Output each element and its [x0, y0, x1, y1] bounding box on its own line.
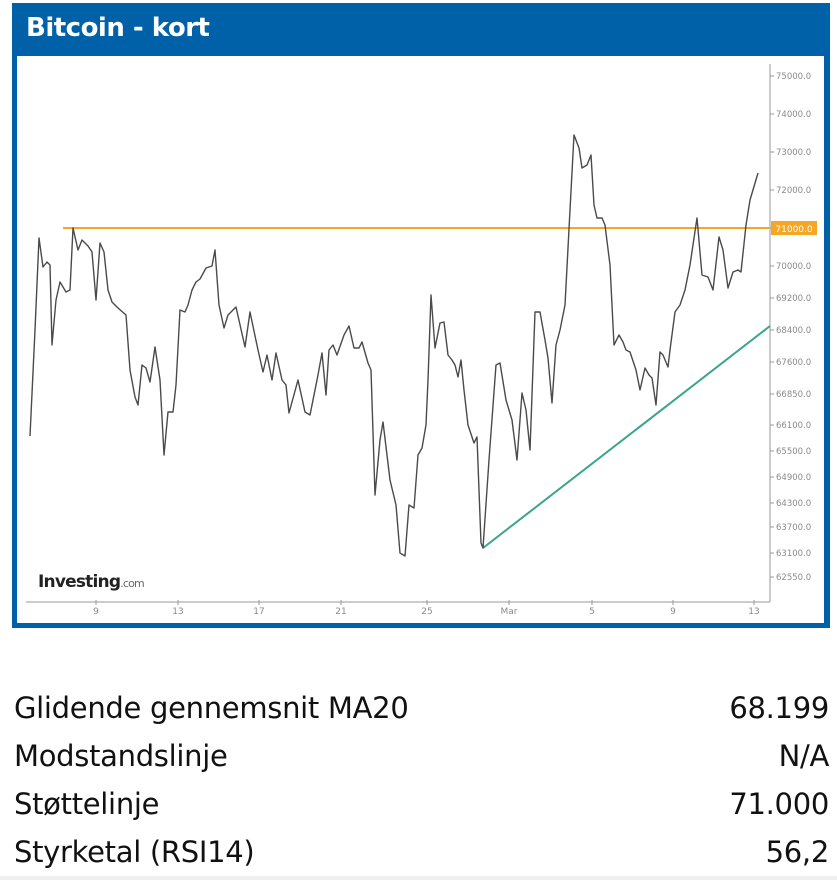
x-tick-label: 21 [335, 607, 346, 617]
y-tick-label: 65500.0 [776, 447, 811, 457]
y-tick-label: 63100.0 [776, 549, 811, 559]
chart-area [17, 56, 824, 623]
x-tick-label: 17 [253, 607, 264, 617]
stat-row-support: Støttelinje 71.000 [14, 780, 829, 828]
y-tick-label: 66100.0 [776, 421, 811, 431]
chart-panel: Bitcoin - kort [12, 3, 830, 628]
y-tick-label: 63700.0 [776, 523, 811, 533]
stat-value: N/A [778, 739, 830, 773]
x-tick-label: 9 [93, 607, 99, 617]
y-tick-label: 68400.0 [776, 326, 811, 336]
stat-row-resistance: Modstandslinje N/A [14, 732, 829, 780]
y-tick-label: 64900.0 [776, 473, 811, 483]
y-tick-label: 72000.0 [776, 186, 811, 196]
y-tick-label: 73000.0 [776, 148, 811, 158]
x-tick-label: 9 [670, 607, 676, 617]
bottom-divider [0, 876, 837, 880]
x-tick-label: 13 [748, 607, 759, 617]
stat-label: Styrketal (RSI14) [14, 835, 255, 869]
x-tick-label: 5 [589, 607, 595, 617]
stat-row-rsi: Styrketal (RSI14) 56,2 [14, 828, 829, 876]
y-axis-ticks: 75000.0 74000.0 73000.0 72000.0 70000.0 69200… [770, 72, 811, 583]
stat-value: 71.000 [729, 787, 829, 821]
y-tick-label: 62550.0 [776, 573, 811, 583]
price-chart: 75000.0 74000.0 73000.0 72000.0 70000.0 69200… [26, 64, 817, 617]
y-tick-label: 64300.0 [776, 499, 811, 509]
y-tick-label: 74000.0 [776, 110, 811, 120]
stat-label: Glidende gennemsnit MA20 [14, 691, 409, 725]
x-tick-label: 13 [172, 607, 183, 617]
x-axis-ticks: 9 13 17 21 25 Mar 5 9 13 [93, 600, 760, 617]
x-tick-label: Mar [501, 607, 518, 617]
y-tick-label: 67600.0 [776, 358, 811, 368]
stat-label: Modstandslinje [14, 739, 228, 773]
stats-table: Glidende gennemsnit MA20 68.199 Modstand… [14, 684, 829, 876]
y-tick-label: 69200.0 [776, 294, 811, 304]
y-tick-label: 70000.0 [776, 262, 811, 272]
y-tick-label: 66850.0 [776, 390, 811, 400]
resistance-label: 71000.0 [775, 225, 812, 235]
investing-logo: Investing.com [38, 572, 144, 592]
stat-value: 68.199 [729, 691, 829, 725]
resistance-label-box [771, 221, 817, 235]
price-line [29, 134, 759, 557]
y-tick-label: 75000.0 [776, 72, 811, 82]
panel-title: Bitcoin - kort [26, 13, 210, 43]
stat-row-ma20: Glidende gennemsnit MA20 68.199 [14, 684, 829, 732]
stat-value: 56,2 [765, 835, 830, 869]
support-trendline [482, 325, 771, 549]
x-tick-label: 25 [421, 607, 432, 617]
stat-label: Støttelinje [14, 787, 160, 821]
